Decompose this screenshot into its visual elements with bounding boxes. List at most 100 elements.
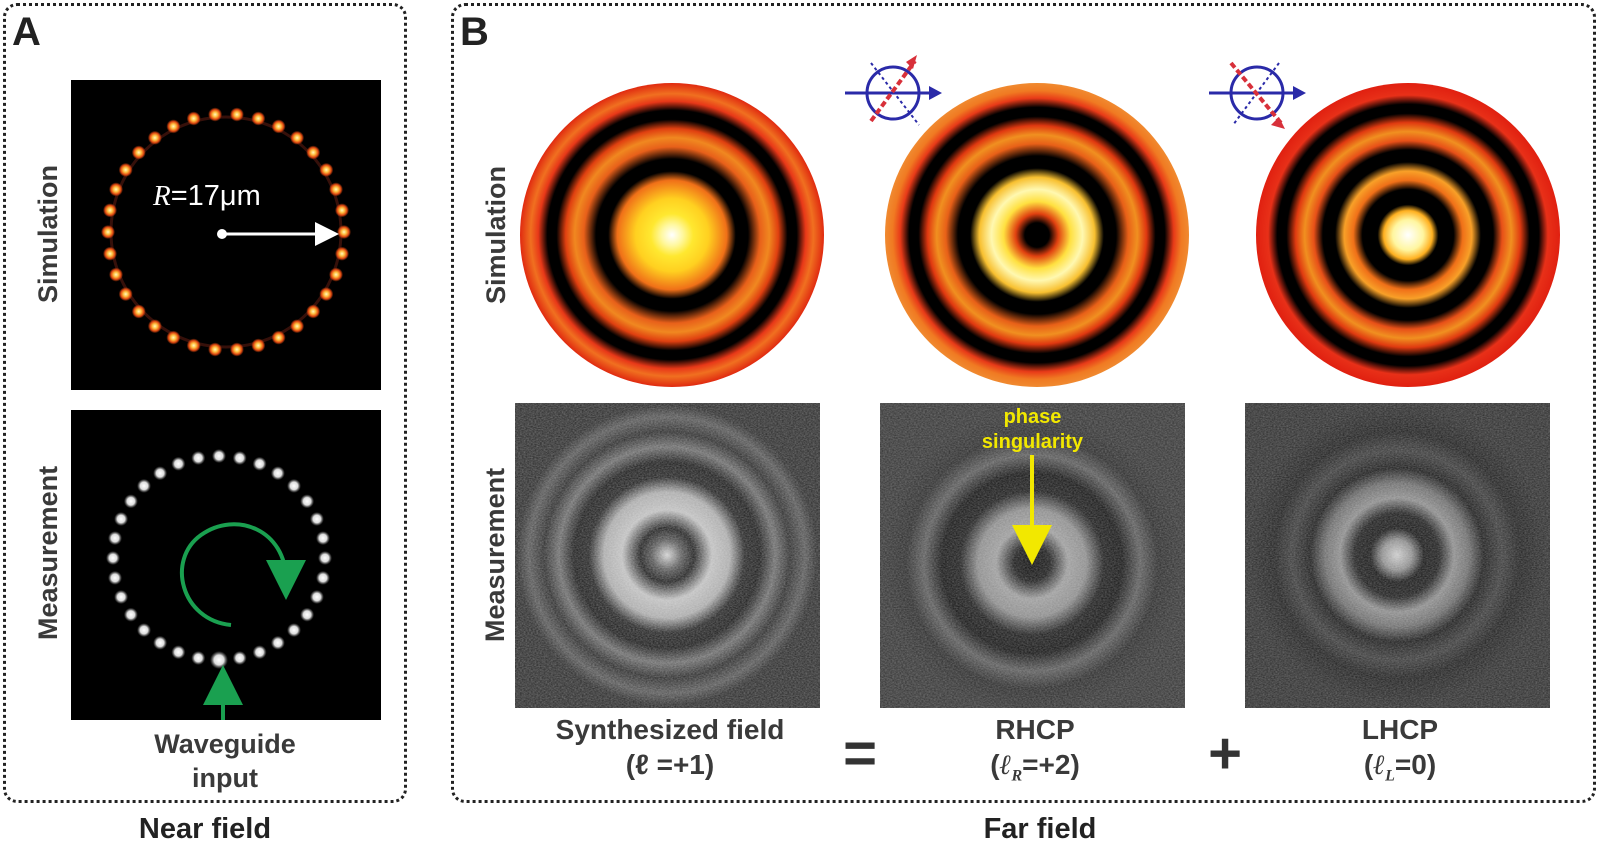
row-label-a-measurement: Measurement	[33, 465, 63, 640]
bright-dot	[137, 623, 151, 638]
hot-dot	[290, 319, 305, 334]
caption-synthesized-sub: (ℓ =+1)	[625, 749, 715, 780]
waveguide-input-line2: input	[192, 762, 258, 793]
bright-dot	[252, 645, 267, 660]
hot-dot	[166, 330, 181, 345]
row-label-a-simulation: Simulation	[33, 165, 63, 304]
radius-symbol: R	[153, 180, 171, 212]
bright-dot	[114, 512, 129, 526]
row-label-b-simulation: Simulation	[481, 166, 511, 305]
bright-dot	[123, 494, 138, 509]
caption-rhcp: RHCP (ℓR=+2)	[935, 712, 1135, 787]
near-field-meas-svg	[106, 449, 332, 720]
bright-dot	[123, 607, 138, 622]
near-field-bright-dots	[106, 449, 332, 669]
panel-a-frame	[3, 3, 407, 803]
hot-dot	[166, 119, 181, 134]
bright-dot	[114, 590, 129, 604]
hot-dot	[186, 338, 201, 353]
hot-dot	[329, 182, 343, 197]
bright-dot	[300, 607, 315, 622]
bright-dot	[212, 449, 226, 463]
panel-a-bottom-title: Near field	[138, 813, 272, 845]
hot-dot	[337, 225, 351, 239]
bright-dot	[309, 512, 324, 526]
hot-dot	[131, 145, 146, 160]
hot-dot	[229, 342, 244, 357]
hot-dot	[103, 246, 117, 261]
bright-dot	[210, 651, 228, 669]
hot-dot	[109, 267, 123, 282]
row-label-b-measurement: Measurement	[480, 467, 510, 642]
bright-dot	[108, 531, 122, 546]
bright-dot	[309, 590, 324, 604]
hot-dot	[186, 111, 201, 126]
caption-lhcp-sub: (ℓL=0)	[1363, 749, 1437, 785]
hot-dot	[103, 203, 117, 218]
panel-a-letter: A	[12, 10, 41, 54]
hot-dot	[208, 342, 223, 357]
hot-dot	[118, 287, 133, 302]
bright-dot	[153, 466, 168, 481]
hot-dot	[271, 119, 286, 134]
bright-dot	[318, 551, 332, 565]
far-field-meas-synthesized	[515, 403, 820, 708]
bright-dot	[270, 466, 285, 481]
far-field-sim-lhcp	[1256, 83, 1560, 387]
near-field-hot-dots	[101, 107, 351, 357]
bright-dot	[232, 451, 247, 465]
radius-value: =17μm	[170, 180, 261, 212]
bright-dot	[171, 456, 186, 471]
caption-rhcp-sub: (ℓR=+2)	[990, 749, 1080, 785]
bright-dot	[171, 645, 186, 660]
bright-dot	[232, 651, 247, 665]
far-field-meas-rhcp: phase singularity	[880, 403, 1185, 708]
hot-dot	[319, 162, 334, 177]
hot-dot	[251, 338, 266, 353]
bright-dot	[316, 531, 330, 546]
bright-dot	[252, 456, 267, 471]
hot-dot	[109, 182, 123, 197]
hot-dot	[290, 130, 305, 145]
polarizer-lhcp-icon	[1209, 61, 1306, 129]
caption-synthesized: Synthesized field (ℓ =+1)	[500, 712, 840, 782]
polarizer-rhcp-icon	[845, 55, 942, 126]
hot-dot	[335, 246, 349, 261]
panel-b-letter: B	[460, 10, 489, 54]
circulation-arrow	[179, 522, 306, 627]
panel-b-frame	[451, 3, 1596, 803]
caption-lhcp-title: LHCP	[1361, 714, 1439, 745]
hot-dot	[101, 225, 115, 239]
bright-dot	[106, 551, 120, 565]
hot-dot	[251, 111, 266, 126]
bright-dot	[137, 478, 151, 493]
phase-singularity-line2: singularity	[981, 431, 1084, 453]
plus-operator: +	[1208, 721, 1242, 786]
caption-synthesized-title: Synthesized field	[555, 714, 785, 745]
waveguide-input-line1: Waveguide	[154, 729, 296, 759]
hot-dot	[335, 203, 349, 218]
caption-rhcp-title: RHCP	[995, 714, 1075, 745]
bright-dot	[300, 494, 315, 509]
caption-lhcp: LHCP (ℓL=0)	[1300, 712, 1500, 787]
hot-dot	[147, 130, 162, 145]
hot-dot	[306, 145, 321, 160]
hot-dot	[319, 287, 334, 302]
bright-dot	[287, 623, 301, 638]
far-field-meas-lhcp	[1245, 403, 1550, 708]
bright-dot	[108, 570, 122, 585]
hot-dot	[329, 267, 343, 282]
hot-dot	[147, 319, 162, 334]
hot-dot	[271, 330, 286, 345]
far-field-sim-rhcp	[885, 83, 1189, 387]
bright-dot	[191, 651, 206, 665]
radius-label: R=17μm	[153, 180, 261, 213]
hot-dot	[229, 107, 244, 122]
equals-operator: =	[843, 721, 877, 786]
bright-dot	[270, 635, 285, 650]
near-field-sim-svg	[101, 107, 351, 357]
far-field-sim-synthesized	[520, 83, 824, 387]
hot-dot	[306, 304, 321, 319]
hot-dot	[131, 304, 146, 319]
hot-dot	[118, 162, 133, 177]
